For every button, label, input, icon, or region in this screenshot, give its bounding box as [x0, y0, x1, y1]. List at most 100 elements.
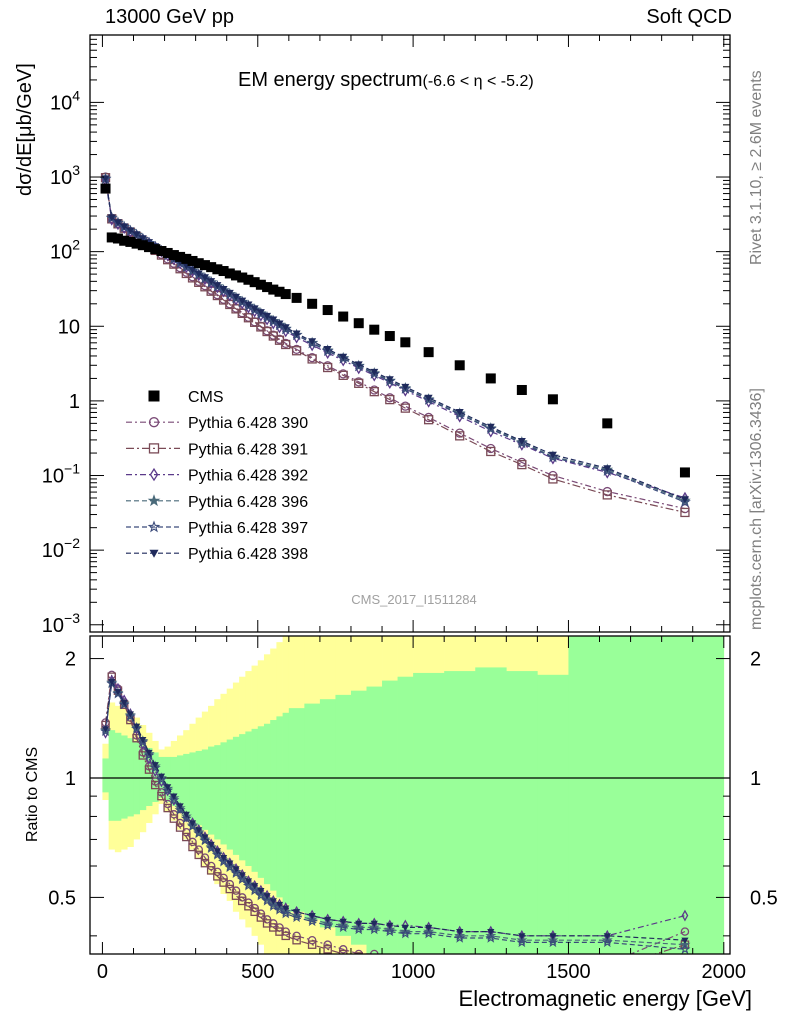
- ratio-point-series-6: [176, 803, 184, 810]
- cms-data-point: [384, 331, 395, 342]
- ratio-point-series-6: [170, 793, 178, 800]
- mc-point-series-6: [263, 312, 272, 320]
- ratio-point-series-6: [232, 866, 240, 873]
- cms-data-point: [291, 292, 302, 303]
- mc-point-series-6: [107, 214, 116, 222]
- ratio-point-series-2: [219, 878, 228, 887]
- cms-data-point: [485, 373, 496, 384]
- ratio-point-series-6: [425, 924, 433, 932]
- y-tick-label: 104: [50, 87, 80, 114]
- analysis-id-label: CMS_2017_I1511284: [351, 592, 477, 607]
- cms-data-point: [400, 337, 411, 348]
- ratio-point-series-5: [162, 784, 174, 796]
- stat-band-bin: [257, 726, 265, 878]
- ratio-point-series-5: [291, 911, 303, 923]
- stat-band-bin: [646, 636, 725, 954]
- legend: CMS Pythia 6.428 390 Pythia 6.428 391 Pythi…: [126, 389, 308, 563]
- ratio-line-series-2: [104, 674, 686, 954]
- mc-point-series-6: [385, 376, 394, 384]
- legend-marker-series-5: [147, 520, 161, 533]
- legend-marker-series-3: [149, 467, 159, 482]
- ratio-point-series-1: [292, 931, 301, 941]
- ratio-y-tick-label-left: 2: [65, 649, 76, 671]
- mc-point-series-6: [370, 368, 379, 376]
- ratio-point-series-2: [354, 952, 363, 954]
- ratio-point-series-6: [145, 749, 153, 757]
- legend-marker-series-4: [147, 494, 161, 507]
- ratio-point-series-5: [137, 736, 149, 748]
- mc-point-series-6: [219, 285, 228, 293]
- mc-point-series-5: [484, 422, 497, 435]
- ratio-point-series-2: [338, 949, 348, 954]
- ratio-panel-frame: [89, 635, 731, 955]
- cms-data-point: [162, 247, 173, 258]
- ratio-point-series-6: [293, 909, 301, 916]
- y-tick-label: 10−3: [42, 610, 80, 637]
- stat-band-bin: [145, 748, 153, 806]
- cms-data-point: [353, 318, 364, 329]
- mcplots-reference-label: mcplots.cern.ch [arXiv:1306.3436]: [748, 388, 765, 630]
- stat-band-bin: [121, 735, 128, 819]
- mc-point-series-6: [424, 394, 433, 402]
- ratio-point-series-1: [219, 873, 228, 883]
- ratio-point-series-6: [188, 820, 197, 827]
- mc-point-series-6: [232, 293, 241, 301]
- legend-marker-series-1: [148, 417, 160, 428]
- mc-point-series-2: [548, 474, 558, 484]
- ratio-point-series-6: [257, 888, 265, 895]
- axis-ticks: 0 500 1000 1500 200010−310−210−1110102103104…: [42, 34, 778, 983]
- stat-band-bin: [568, 636, 647, 954]
- stat-band-bin: [245, 731, 252, 866]
- stat-band-bin: [350, 690, 367, 945]
- ratio-point-series-1: [680, 927, 690, 936]
- stat-band-bin: [189, 752, 196, 821]
- ratio-point-series-2: [213, 872, 222, 881]
- ratio-point-series-5: [193, 827, 205, 839]
- ratio-point-series-5: [423, 927, 435, 939]
- cms-data-point: [137, 240, 148, 251]
- cms-data-point: [602, 418, 613, 429]
- ratio-point-series-5: [306, 915, 318, 927]
- stat-band-bin: [152, 752, 159, 802]
- ratio-point-series-1: [213, 867, 222, 877]
- ratio-point-series-5: [218, 855, 230, 867]
- cms-data-point: [262, 282, 273, 293]
- mc-line-series-1: [104, 176, 686, 510]
- mc-point-series-6: [132, 231, 141, 239]
- ratio-point-series-5: [547, 936, 559, 948]
- stat-band-bin: [335, 694, 352, 936]
- ratio-point-series-6: [157, 773, 166, 780]
- stat-band-bin: [382, 680, 398, 954]
- y-tick-base: 10: [42, 466, 64, 488]
- chart-title: EM energy spectrum(-6.6 < η < -5.2): [238, 69, 534, 91]
- legend-marker-series-2: [148, 443, 160, 454]
- stat-band-bin: [232, 736, 240, 855]
- legend-marker-series-6: [149, 549, 159, 558]
- ratio-point-series-6: [213, 848, 221, 855]
- ratio-point-series-5: [180, 812, 192, 824]
- ratio-point-series-6: [151, 762, 159, 769]
- ratio-point-series-1: [231, 886, 241, 895]
- ratio-point-series-2: [169, 814, 179, 823]
- ratio-point-series-5: [280, 907, 292, 919]
- ratio-point-series-5: [155, 773, 167, 785]
- cms-data-point: [249, 277, 260, 288]
- ratio-point-series-6: [386, 922, 394, 930]
- x-tick-label: 1500: [546, 961, 591, 983]
- ratio-point-series-5: [267, 900, 279, 911]
- y-tick-label: 10−2: [42, 535, 80, 562]
- mc-point-series-6: [200, 274, 209, 282]
- cms-data-point: [100, 183, 111, 194]
- legend-label-series-1: Pythia 6.428 390: [188, 415, 308, 432]
- mc-point-series-6: [188, 266, 197, 274]
- ratio-point-series-6: [114, 689, 122, 696]
- y-axis-label: dσ/dE[μb/GeV]: [14, 63, 36, 196]
- ratio-point-series-2: [150, 780, 160, 790]
- cms-data-point: [206, 262, 217, 273]
- x-axis-label: Electromagnetic energy [GeV]: [458, 986, 752, 1011]
- cms-data-point: [218, 266, 229, 277]
- mc-point-series-6: [194, 270, 203, 278]
- ratio-point-series-2: [250, 907, 259, 917]
- x-tick-label: 1000: [391, 961, 436, 983]
- stat-band-bin: [319, 699, 336, 928]
